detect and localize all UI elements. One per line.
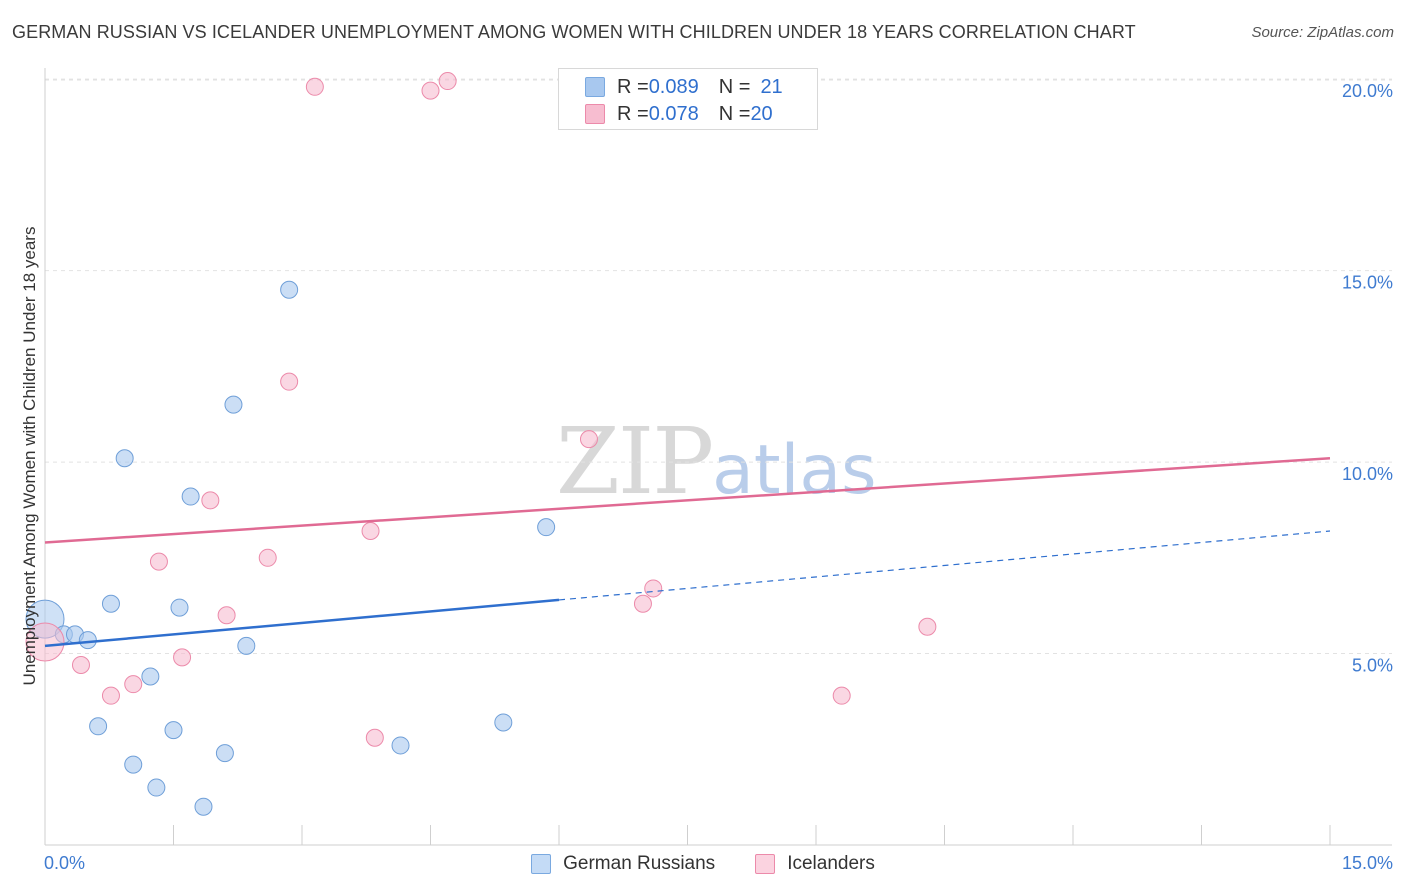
legend-r-label: R = xyxy=(617,102,649,125)
point-icelanders xyxy=(438,72,457,91)
trendline-icelanders xyxy=(44,456,1331,544)
point-german-russians xyxy=(101,594,120,613)
point-german-russians xyxy=(215,744,234,763)
legend-n-label: N = xyxy=(718,75,751,98)
point-icelanders xyxy=(173,648,192,667)
point-german-russians xyxy=(89,717,108,736)
trendline-german-russians-dashed xyxy=(558,530,1331,601)
point-icelanders xyxy=(217,606,236,625)
point-icelanders xyxy=(258,548,277,567)
legend-r-value: 0.078 xyxy=(648,102,699,125)
point-german-russians xyxy=(181,487,200,506)
point-german-russians xyxy=(280,280,299,299)
legend-swatch-german-russians xyxy=(531,854,552,874)
point-icelanders xyxy=(365,728,384,747)
legend-item-icelanders[interactable]: Icelanders xyxy=(755,853,875,875)
y-axis-title: Unemployment Among Women with Children U… xyxy=(20,226,39,686)
point-german-russians xyxy=(124,755,143,774)
legend-swatch-german-russians xyxy=(585,77,605,97)
watermark-zip: ZIP xyxy=(556,408,714,515)
source-label: Source: ZipAtlas.com xyxy=(1251,24,1394,41)
watermark: ZIPatlas xyxy=(556,408,877,515)
point-german-russians xyxy=(224,395,243,414)
legend-label-icelanders: Icelanders xyxy=(787,853,875,874)
point-icelanders xyxy=(280,372,299,391)
point-german-russians xyxy=(391,736,410,755)
point-german-russians xyxy=(170,598,189,617)
point-german-russians xyxy=(194,797,213,816)
point-icelanders xyxy=(25,622,65,662)
point-icelanders xyxy=(633,594,652,613)
stats-legend: R = 0.089 N = 21 R = 0.078 N = 20 xyxy=(558,68,818,130)
point-icelanders xyxy=(361,522,380,540)
point-german-russians xyxy=(494,713,513,732)
point-german-russians xyxy=(78,631,97,650)
point-icelanders xyxy=(918,617,937,636)
legend-row-icelanders: R = 0.078 N = 20 xyxy=(585,102,773,126)
legend-label-german-russians: German Russians xyxy=(563,853,716,874)
trendline-german-russians xyxy=(44,598,560,648)
chart-title: GERMAN RUSSIAN VS ICELANDER UNEMPLOYMENT… xyxy=(12,22,1136,42)
point-icelanders xyxy=(201,491,220,510)
y-tick-label: 10.0% xyxy=(1342,464,1393,484)
point-icelanders xyxy=(579,430,598,449)
point-icelanders xyxy=(644,579,663,598)
legend-r-label: R = xyxy=(617,75,649,98)
point-german-russians xyxy=(164,721,183,740)
legend-swatch-icelanders xyxy=(585,104,605,124)
point-icelanders xyxy=(421,81,440,100)
y-tick-label: 20.0% xyxy=(1342,81,1393,101)
point-icelanders xyxy=(832,686,851,705)
point-icelanders xyxy=(124,675,143,694)
point-icelanders xyxy=(305,77,324,96)
legend-r-value: 0.089 xyxy=(648,75,699,98)
point-icelanders xyxy=(101,686,120,705)
series-legend: German Russians Icelanders xyxy=(0,852,1406,876)
legend-n-label: N = xyxy=(718,102,751,125)
legend-n-value: 21 xyxy=(760,75,783,98)
y-tick-label: 15.0% xyxy=(1342,273,1393,293)
point-icelanders xyxy=(149,552,168,571)
point-german-russians xyxy=(237,636,256,655)
point-german-russians xyxy=(115,449,134,468)
x-tick-label: 15.0% xyxy=(1342,853,1393,873)
legend-row-german-russians: R = 0.089 N = 21 xyxy=(585,75,783,99)
legend-n-value: 20 xyxy=(750,102,773,125)
point-german-russians xyxy=(147,778,166,797)
y-tick-label: 5.0% xyxy=(1352,656,1393,676)
point-german-russians xyxy=(537,518,556,537)
point-icelanders xyxy=(71,656,90,675)
legend-swatch-icelanders xyxy=(755,854,776,874)
legend-item-german-russians[interactable]: German Russians xyxy=(531,853,715,875)
x-tick-label: 0.0% xyxy=(44,853,85,873)
point-german-russians xyxy=(141,667,160,686)
